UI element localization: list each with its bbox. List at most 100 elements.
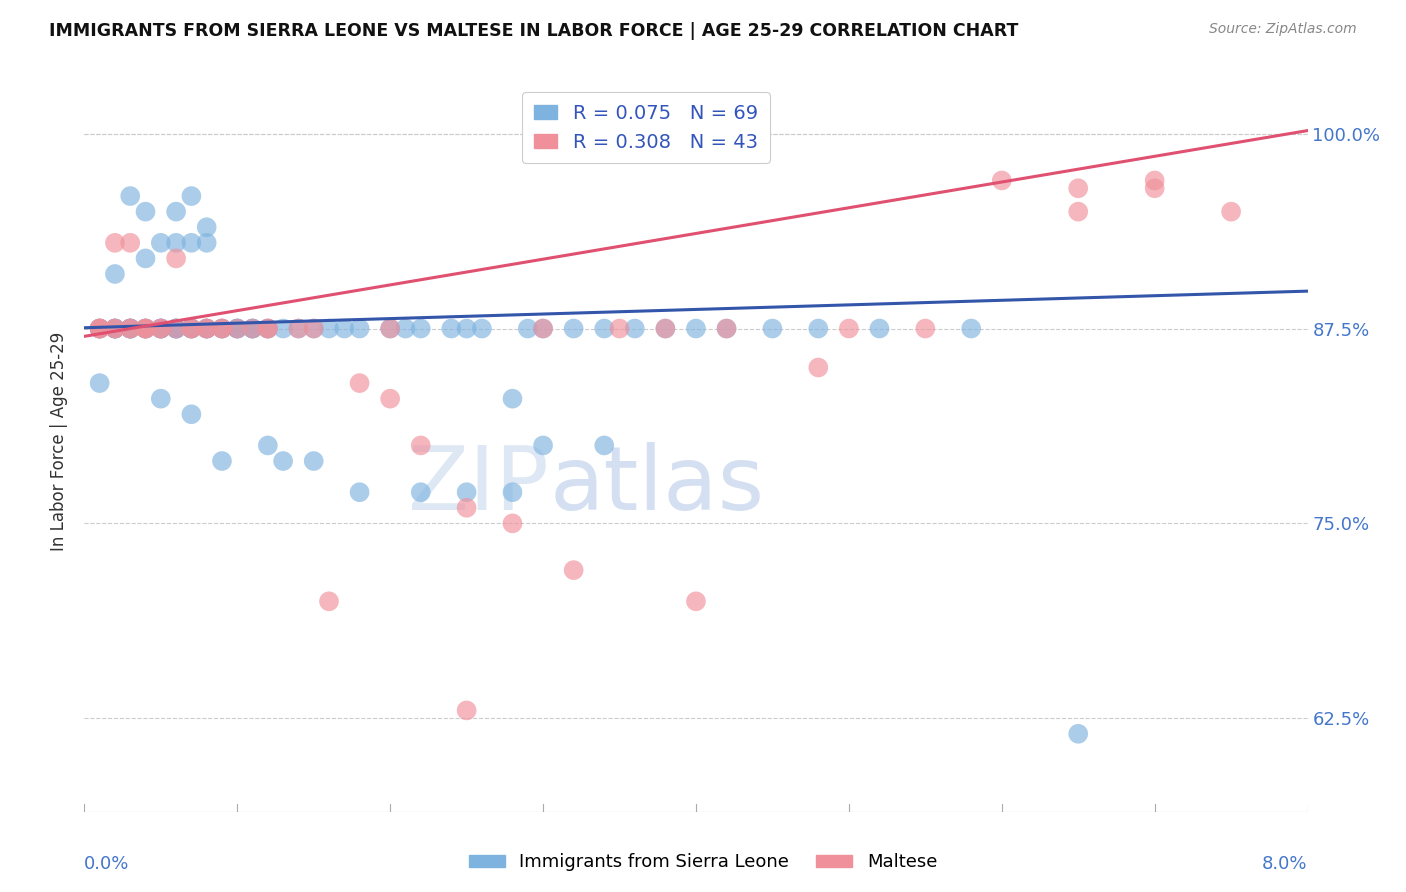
Point xyxy=(135,321,157,335)
Point xyxy=(409,321,432,335)
Point xyxy=(104,321,127,335)
Point xyxy=(914,321,936,335)
Point xyxy=(685,321,707,335)
Point xyxy=(195,321,218,335)
Point xyxy=(120,189,142,203)
Point xyxy=(89,321,111,335)
Point xyxy=(318,594,340,608)
Point xyxy=(104,267,127,281)
Point xyxy=(456,500,478,515)
Point xyxy=(180,321,202,335)
Point xyxy=(195,321,218,335)
Point xyxy=(624,321,647,335)
Point xyxy=(1067,181,1090,195)
Point xyxy=(135,321,157,335)
Point xyxy=(380,321,402,335)
Point xyxy=(120,321,142,335)
Point xyxy=(165,252,187,266)
Point xyxy=(165,321,187,335)
Point xyxy=(120,321,142,335)
Point xyxy=(257,321,280,335)
Point xyxy=(180,235,202,250)
Point xyxy=(302,321,325,335)
Text: 8.0%: 8.0% xyxy=(1263,855,1308,873)
Point xyxy=(226,321,249,335)
Point xyxy=(180,321,202,335)
Point xyxy=(149,321,172,335)
Point xyxy=(380,321,402,335)
Point xyxy=(349,321,371,335)
Point xyxy=(531,321,554,335)
Point xyxy=(104,321,127,335)
Point xyxy=(716,321,738,335)
Point xyxy=(226,321,249,335)
Point xyxy=(242,321,264,335)
Point xyxy=(456,703,478,717)
Point xyxy=(654,321,676,335)
Point xyxy=(165,321,187,335)
Point xyxy=(287,321,309,335)
Point xyxy=(195,321,218,335)
Point xyxy=(211,321,233,335)
Point xyxy=(531,438,554,452)
Point xyxy=(135,252,157,266)
Legend: R = 0.075   N = 69, R = 0.308   N = 43: R = 0.075 N = 69, R = 0.308 N = 43 xyxy=(522,92,769,163)
Point xyxy=(685,594,707,608)
Point xyxy=(180,321,202,335)
Point xyxy=(242,321,264,335)
Point xyxy=(135,321,157,335)
Point xyxy=(135,204,157,219)
Point xyxy=(960,321,983,335)
Point xyxy=(257,321,280,335)
Point xyxy=(257,321,280,335)
Point xyxy=(165,235,187,250)
Point xyxy=(302,321,325,335)
Point xyxy=(135,321,157,335)
Point xyxy=(562,563,585,577)
Point xyxy=(349,485,371,500)
Point xyxy=(716,321,738,335)
Point xyxy=(149,392,172,406)
Point xyxy=(502,392,524,406)
Point xyxy=(89,321,111,335)
Point xyxy=(502,485,524,500)
Point xyxy=(257,321,280,335)
Point xyxy=(838,321,860,335)
Point xyxy=(609,321,631,335)
Point xyxy=(104,321,127,335)
Point xyxy=(271,321,294,335)
Point xyxy=(180,189,202,203)
Point xyxy=(333,321,356,335)
Point xyxy=(89,376,111,390)
Point xyxy=(104,321,127,335)
Point xyxy=(1220,204,1243,219)
Point xyxy=(149,321,172,335)
Point xyxy=(135,321,157,335)
Y-axis label: In Labor Force | Age 25-29: In Labor Force | Age 25-29 xyxy=(51,332,69,551)
Point xyxy=(456,485,478,500)
Point xyxy=(211,321,233,335)
Point xyxy=(195,220,218,235)
Point xyxy=(287,321,309,335)
Point xyxy=(195,235,218,250)
Point xyxy=(302,454,325,468)
Point xyxy=(149,321,172,335)
Point xyxy=(104,235,127,250)
Point xyxy=(195,321,218,335)
Point xyxy=(165,321,187,335)
Point xyxy=(409,438,432,452)
Point xyxy=(380,392,402,406)
Point xyxy=(1143,173,1166,187)
Point xyxy=(180,321,202,335)
Point xyxy=(531,321,554,335)
Point xyxy=(1143,181,1166,195)
Point xyxy=(593,321,616,335)
Point xyxy=(180,321,202,335)
Point xyxy=(869,321,891,335)
Point xyxy=(1067,727,1090,741)
Text: Source: ZipAtlas.com: Source: ZipAtlas.com xyxy=(1209,22,1357,37)
Point xyxy=(165,321,187,335)
Point xyxy=(104,321,127,335)
Point xyxy=(991,173,1014,187)
Point xyxy=(89,321,111,335)
